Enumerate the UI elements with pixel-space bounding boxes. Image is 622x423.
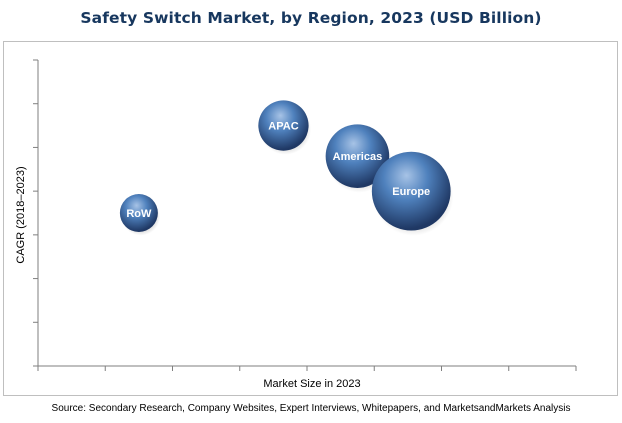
source-note: Source: Secondary Research, Company Webs… [51,403,571,414]
bubble-label: APAC [268,121,298,133]
bubble-mark [119,194,158,232]
bubble-mark [325,124,390,188]
bubble-apac: APAC [258,100,312,155]
chart-area [3,41,618,396]
bubble-row: RoW [119,194,161,236]
bubble-europe: Europe [371,151,454,236]
chart-title: Safety Switch Market, by Region, 2023 (U… [80,9,542,27]
bubble-label: RoW [126,208,152,220]
y-axis-label: CAGR (2018–2023) [15,166,27,263]
x-axis-label: Market Size in 2023 [263,378,360,390]
bubble-mark [258,100,309,151]
bubble-label: Americas [333,151,383,163]
bubble-mark [371,151,451,231]
bubble-label: Europe [392,186,430,198]
